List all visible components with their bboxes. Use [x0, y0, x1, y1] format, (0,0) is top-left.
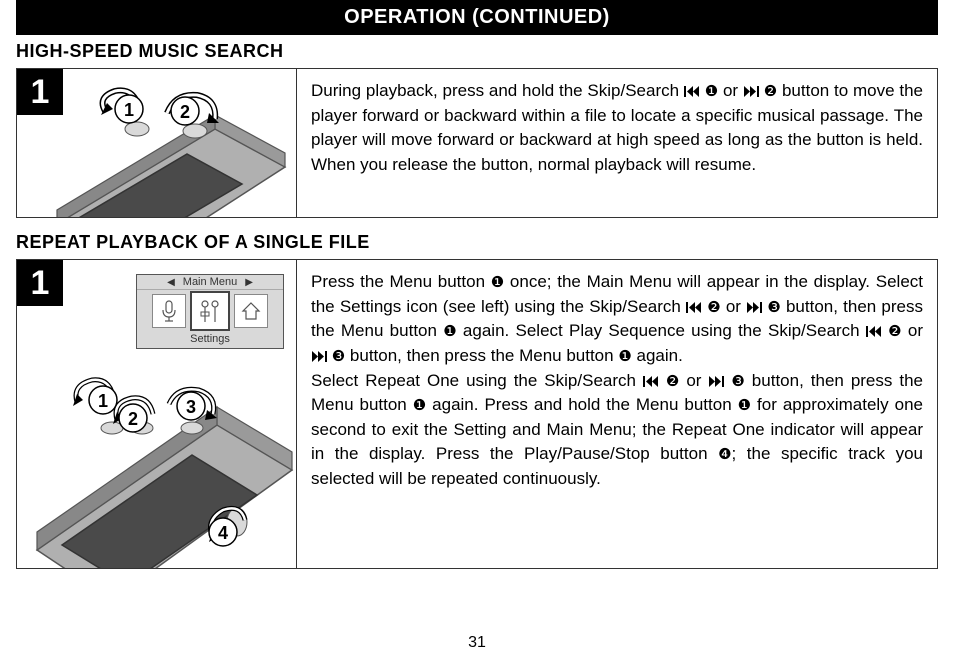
s2-r1e: ❶: [738, 395, 751, 417]
skip-forward-icon: [746, 301, 762, 314]
section2-text: Press the Menu button ❶ once; the Main M…: [297, 260, 937, 568]
section1-illustration: 1 1: [17, 69, 297, 217]
page-title-bar: OPERATION (CONTINUED): [16, 0, 938, 35]
section2-heading: REPEAT PLAYBACK OF A SINGLE FILE: [16, 232, 938, 253]
device-illustration-1: 1 2: [17, 69, 297, 217]
s2-r3b: ❸: [332, 346, 345, 368]
skip-back-icon: [643, 375, 659, 388]
s2-r3a: ❸: [767, 297, 780, 319]
s2-ta: Press the Menu button: [311, 272, 491, 291]
s1-t2: or: [718, 81, 743, 100]
s2-callout-2: 2: [128, 409, 138, 429]
skip-back-icon: [684, 85, 700, 98]
callout-1: 1: [124, 100, 134, 120]
skip-back-icon: [866, 325, 882, 338]
s2-r2b: ❷: [888, 321, 901, 343]
s2-r1b: ❶: [443, 321, 456, 343]
device-illustration-2: 1 2 3 4: [17, 270, 297, 568]
skip-forward-icon: [708, 375, 724, 388]
ref-1: ❶: [705, 81, 718, 103]
s2-tf: or: [902, 321, 923, 340]
s2-r3c: ❸: [731, 371, 744, 393]
s2-te: again. Select Play Sequence using the Sk…: [457, 321, 866, 340]
s2-tj: or: [679, 371, 708, 390]
s2-r4: ❹: [718, 444, 731, 466]
ref-2: ❷: [764, 81, 777, 103]
s2-r1c: ❶: [618, 346, 631, 368]
s2-r1d: ❶: [413, 395, 426, 417]
s2-callout-4: 4: [218, 523, 228, 543]
s2-tl: again. Press and hold the Menu button: [426, 395, 737, 414]
s2-r2c: ❷: [666, 371, 679, 393]
s2-r1a: ❶: [491, 272, 504, 294]
s2-r2a: ❷: [707, 297, 720, 319]
s2-callout-1: 1: [98, 391, 108, 411]
s2-tc: or: [721, 297, 746, 316]
skip-forward-icon: [311, 350, 327, 363]
s2-ti: Select Repeat One using the Skip/Search: [311, 371, 643, 390]
s1-t1: During playback, press and hold the Skip…: [311, 81, 684, 100]
section1-heading: HIGH-SPEED MUSIC SEARCH: [16, 41, 938, 62]
section2-block: 1 ◀ Main Menu ▶: [16, 259, 938, 569]
page-number: 31: [0, 634, 954, 652]
skip-forward-icon: [743, 85, 759, 98]
s2-th: again.: [632, 346, 683, 365]
s2-callout-3: 3: [186, 397, 196, 417]
section2-illustration: 1 ◀ Main Menu ▶: [17, 260, 297, 568]
skip-back-icon: [686, 301, 702, 314]
callout-2: 2: [180, 102, 190, 122]
s2-tg: button, then press the Menu button: [345, 346, 618, 365]
section1-block: 1 1: [16, 68, 938, 218]
section1-text: During playback, press and hold the Skip…: [297, 69, 937, 217]
